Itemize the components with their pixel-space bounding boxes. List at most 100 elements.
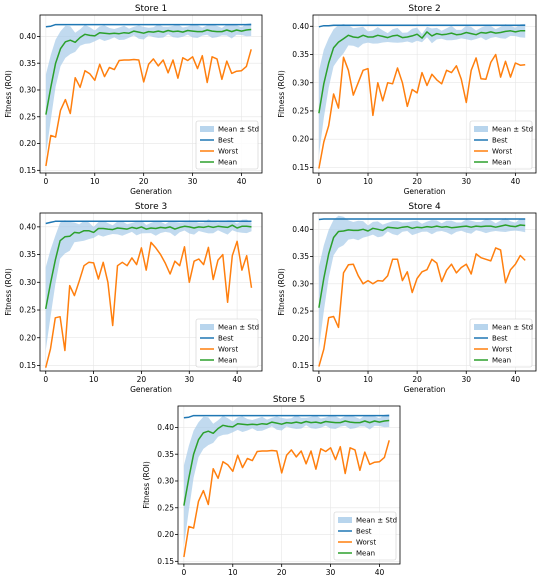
legend: Mean ± Std Best Worst Mean <box>469 318 533 368</box>
legend-swatch-band <box>200 324 214 330</box>
legend-box <box>469 120 533 170</box>
x-tick-label: 20 <box>139 177 149 186</box>
legend-swatch-band <box>200 126 214 132</box>
series-best-line <box>183 414 390 419</box>
y-tick-label: 0.40 <box>19 222 36 231</box>
x-tick-label: 0 <box>317 177 322 186</box>
x-tick-label: 40 <box>375 568 385 575</box>
legend-box <box>195 120 259 170</box>
legend-label-worst: Worst <box>356 539 376 547</box>
y-tick-label: 0.20 <box>157 530 174 539</box>
y-tick-label: 0.35 <box>292 50 309 59</box>
x-axis-label: Generation <box>404 385 446 394</box>
y-tick-label: 0.35 <box>292 252 309 261</box>
chart-panel-2: 0 10 20 30 40 0.15 0.20 0.25 0.30 0.35 0.40 Store 2… <box>277 4 537 196</box>
y-tick-label: 0.30 <box>292 78 309 87</box>
series-mean-line <box>183 419 390 506</box>
y-tick-label: 0.15 <box>19 361 36 370</box>
y-tick-label: 0.40 <box>292 22 309 31</box>
legend-swatch-band <box>338 517 352 523</box>
y-tick-label: 0.35 <box>157 450 174 459</box>
x-tick-label: 30 <box>185 375 195 384</box>
chart-title: Store 2 <box>408 4 440 14</box>
y-tick-label: 0.15 <box>19 166 36 175</box>
y-tick-label: 0.20 <box>19 139 36 148</box>
legend-label-worst: Worst <box>218 346 238 354</box>
legend-box <box>469 318 533 368</box>
y-tick-label: 0.15 <box>292 163 309 172</box>
series-mean-line <box>44 224 252 310</box>
legend-label-band: Mean ± Std <box>492 324 533 332</box>
x-tick-label: 10 <box>228 568 238 575</box>
series-worst-line <box>183 440 390 558</box>
legend-label-mean: Mean <box>492 159 511 167</box>
x-tick-label: 20 <box>412 177 422 186</box>
x-axis-label: Generation <box>404 187 446 196</box>
y-tick-label: 0.40 <box>19 32 36 41</box>
x-tick-label: 30 <box>461 177 471 186</box>
y-tick-label: 0.30 <box>19 278 36 287</box>
y-axis-label: Fitness (ROI) <box>277 268 286 316</box>
x-tick-label: 40 <box>511 375 521 384</box>
series-best-line <box>318 218 526 221</box>
legend: Mean ± Std Best Worst Mean <box>469 120 533 170</box>
x-tick-label: 40 <box>232 375 242 384</box>
x-tick-label: 10 <box>363 375 373 384</box>
y-tick-label: 0.40 <box>292 225 309 234</box>
legend-label-best: Best <box>492 335 508 343</box>
x-tick-label: 40 <box>237 177 247 186</box>
legend-label-mean: Mean <box>492 357 511 365</box>
y-tick-label: 0.25 <box>292 107 309 116</box>
legend-label-band: Mean ± Std <box>218 126 259 134</box>
y-tick-label: 0.40 <box>157 423 174 432</box>
series-worst-line <box>318 247 526 367</box>
y-tick-label: 0.25 <box>19 306 36 315</box>
series-worst-line <box>45 49 252 167</box>
chart-title: Store 5 <box>273 395 305 405</box>
series-best-line <box>318 24 526 28</box>
legend-label-mean: Mean <box>218 159 237 167</box>
legend-label-best: Best <box>492 137 508 145</box>
y-tick-label: 0.15 <box>292 361 309 370</box>
x-tick-label: 10 <box>363 177 373 186</box>
series-mean-line <box>318 224 526 308</box>
axes-frame <box>177 405 401 565</box>
x-tick-label: 20 <box>412 375 422 384</box>
x-tick-label: 20 <box>137 375 147 384</box>
legend: Mean ± Std Best Worst Mean <box>195 318 259 368</box>
x-tick-label: 10 <box>90 177 100 186</box>
legend-box <box>333 511 397 561</box>
x-tick-label: 30 <box>461 375 471 384</box>
y-tick-label: 0.25 <box>19 112 36 121</box>
legend: Mean ± Std Best Worst Mean <box>195 120 259 170</box>
legend-label-mean: Mean <box>356 550 375 558</box>
y-tick-label: 0.20 <box>292 135 309 144</box>
x-tick-label: 20 <box>277 568 287 575</box>
chart-title: Store 4 <box>408 202 441 212</box>
chart-title: Store 1 <box>135 4 167 14</box>
std-band <box>318 23 526 156</box>
y-tick-label: 0.35 <box>19 250 36 259</box>
y-tick-label: 0.25 <box>292 307 309 316</box>
y-tick-label: 0.20 <box>19 333 36 342</box>
std-band <box>318 215 526 349</box>
series-worst-line <box>318 53 526 169</box>
x-tick-label: 10 <box>89 375 99 384</box>
x-tick-label: 30 <box>326 568 336 575</box>
y-axis-label: Fitness (ROI) <box>4 268 13 316</box>
y-tick-label: 0.15 <box>157 557 174 566</box>
legend-swatch-band <box>474 126 488 132</box>
legend-label-best: Best <box>356 528 372 536</box>
y-tick-label: 0.30 <box>19 86 36 95</box>
legend-label-band: Mean ± Std <box>356 517 397 525</box>
axes-frame <box>312 14 537 174</box>
x-tick-label: 0 <box>317 375 322 384</box>
y-axis-label: Fitness (ROI) <box>142 461 151 509</box>
legend-swatch-band <box>474 324 488 330</box>
std-band <box>45 22 252 155</box>
std-band <box>183 413 390 546</box>
legend-label-worst: Worst <box>492 148 512 156</box>
legend-label-worst: Worst <box>492 346 512 354</box>
